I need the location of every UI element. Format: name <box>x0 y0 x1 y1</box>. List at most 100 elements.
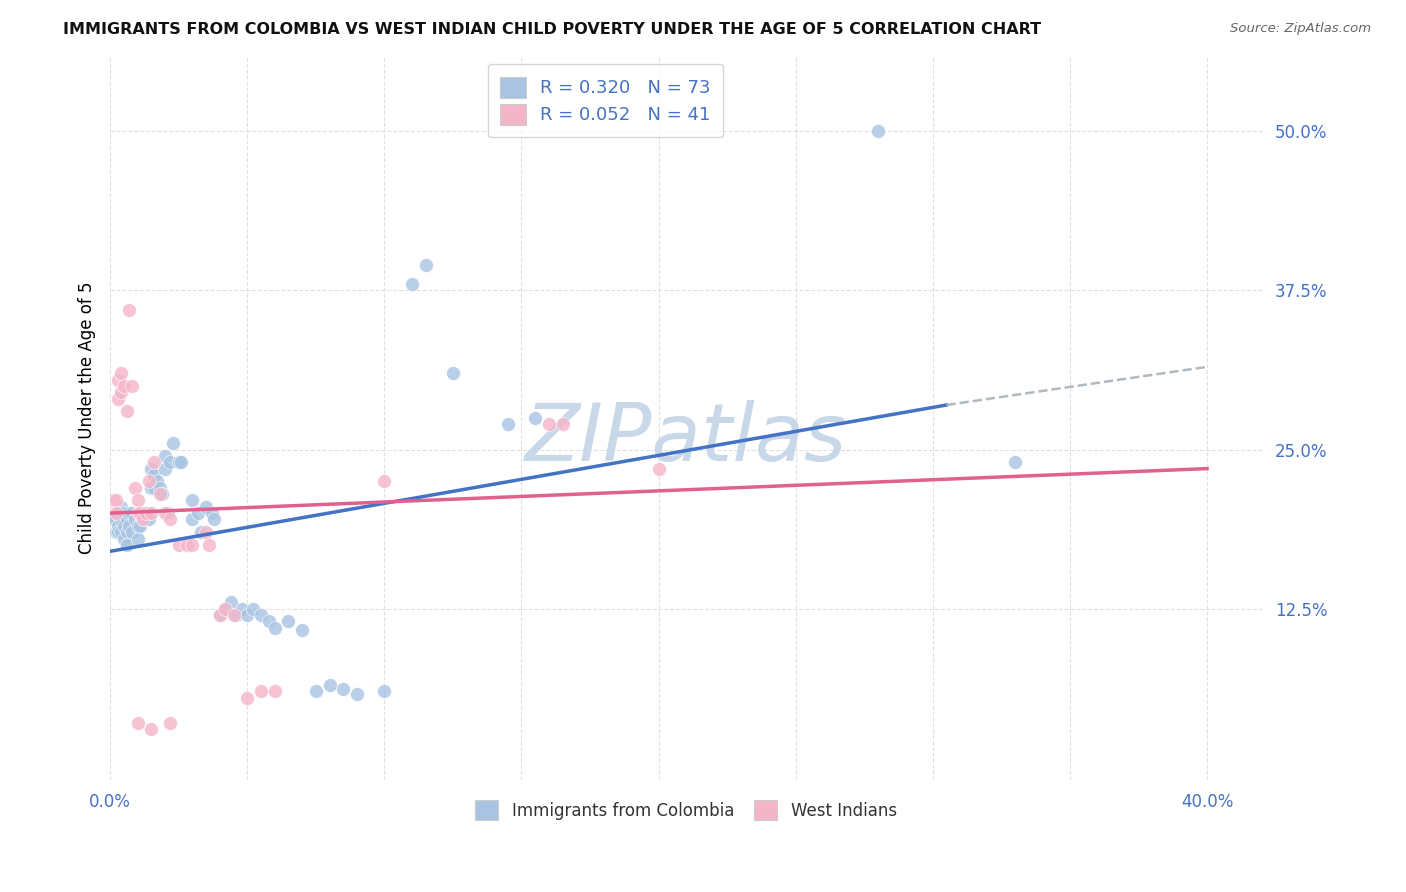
Point <box>115 538 138 552</box>
Point <box>146 475 169 489</box>
Point <box>159 716 181 731</box>
Point <box>107 392 129 406</box>
Point <box>110 500 132 514</box>
Point <box>132 506 155 520</box>
Point <box>156 506 179 520</box>
Point <box>162 436 184 450</box>
Point <box>124 512 146 526</box>
Text: ZIPatlas: ZIPatlas <box>524 401 846 478</box>
Point <box>143 481 166 495</box>
Text: IMMIGRANTS FROM COLOMBIA VS WEST INDIAN CHILD POVERTY UNDER THE AGE OF 5 CORRELA: IMMIGRANTS FROM COLOMBIA VS WEST INDIAN … <box>63 22 1042 37</box>
Point <box>107 373 129 387</box>
Point <box>110 525 132 540</box>
Point <box>181 538 204 552</box>
Point <box>176 538 198 552</box>
Point <box>107 525 129 540</box>
Point <box>187 506 209 520</box>
Point <box>159 512 181 526</box>
Point <box>129 506 152 520</box>
Point <box>219 595 242 609</box>
Point <box>441 366 464 380</box>
Point <box>104 525 127 540</box>
Point <box>141 506 163 520</box>
Point <box>257 614 280 628</box>
Point <box>1004 455 1026 469</box>
Point <box>121 379 143 393</box>
Point <box>141 461 163 475</box>
Point <box>115 525 138 540</box>
Point <box>167 538 190 552</box>
Point <box>104 493 127 508</box>
Point <box>110 385 132 400</box>
Point <box>153 449 176 463</box>
Point <box>263 684 285 698</box>
Point <box>332 681 354 696</box>
Point <box>124 481 146 495</box>
Point <box>236 690 259 705</box>
Point <box>141 481 163 495</box>
Point <box>112 519 135 533</box>
Point <box>190 525 212 540</box>
Point <box>415 258 437 272</box>
Point <box>127 519 149 533</box>
Point <box>148 487 170 501</box>
Point <box>129 519 152 533</box>
Point <box>112 379 135 393</box>
Point <box>110 366 132 380</box>
Point <box>551 417 574 431</box>
Point <box>150 487 173 501</box>
Point <box>135 512 157 526</box>
Point <box>118 302 141 317</box>
Point <box>107 519 129 533</box>
Point <box>121 506 143 520</box>
Point <box>202 512 225 526</box>
Point <box>208 607 231 622</box>
Point <box>195 500 218 514</box>
Point <box>141 723 163 737</box>
Text: Source: ZipAtlas.com: Source: ZipAtlas.com <box>1230 22 1371 36</box>
Point <box>115 512 138 526</box>
Point <box>242 601 264 615</box>
Point <box>250 684 273 698</box>
Point <box>537 417 560 431</box>
Point <box>291 623 314 637</box>
Point <box>346 687 368 701</box>
Point <box>127 716 149 731</box>
Point <box>198 538 221 552</box>
Point <box>373 684 395 698</box>
Point <box>866 124 889 138</box>
Point <box>318 678 340 692</box>
Point <box>153 506 176 520</box>
Point <box>132 512 155 526</box>
Point <box>222 607 245 622</box>
Point <box>277 614 299 628</box>
Point <box>250 607 273 622</box>
Point <box>112 506 135 520</box>
Point <box>101 493 124 508</box>
Point <box>110 512 132 526</box>
Point <box>104 506 127 520</box>
Point <box>195 525 218 540</box>
Point <box>118 519 141 533</box>
Point <box>127 493 149 508</box>
Point <box>135 506 157 520</box>
Point <box>167 455 190 469</box>
Point <box>647 461 669 475</box>
Point <box>305 684 328 698</box>
Point <box>181 512 204 526</box>
Point <box>208 607 231 622</box>
Point <box>153 461 176 475</box>
Point <box>107 506 129 520</box>
Point <box>401 277 423 292</box>
Point <box>159 455 181 469</box>
Point <box>104 512 127 526</box>
Point <box>214 601 236 615</box>
Point <box>496 417 519 431</box>
Point <box>225 607 247 622</box>
Point <box>373 475 395 489</box>
Point <box>138 512 160 526</box>
Point <box>138 475 160 489</box>
Point <box>132 512 155 526</box>
Point <box>170 455 193 469</box>
Point <box>121 525 143 540</box>
